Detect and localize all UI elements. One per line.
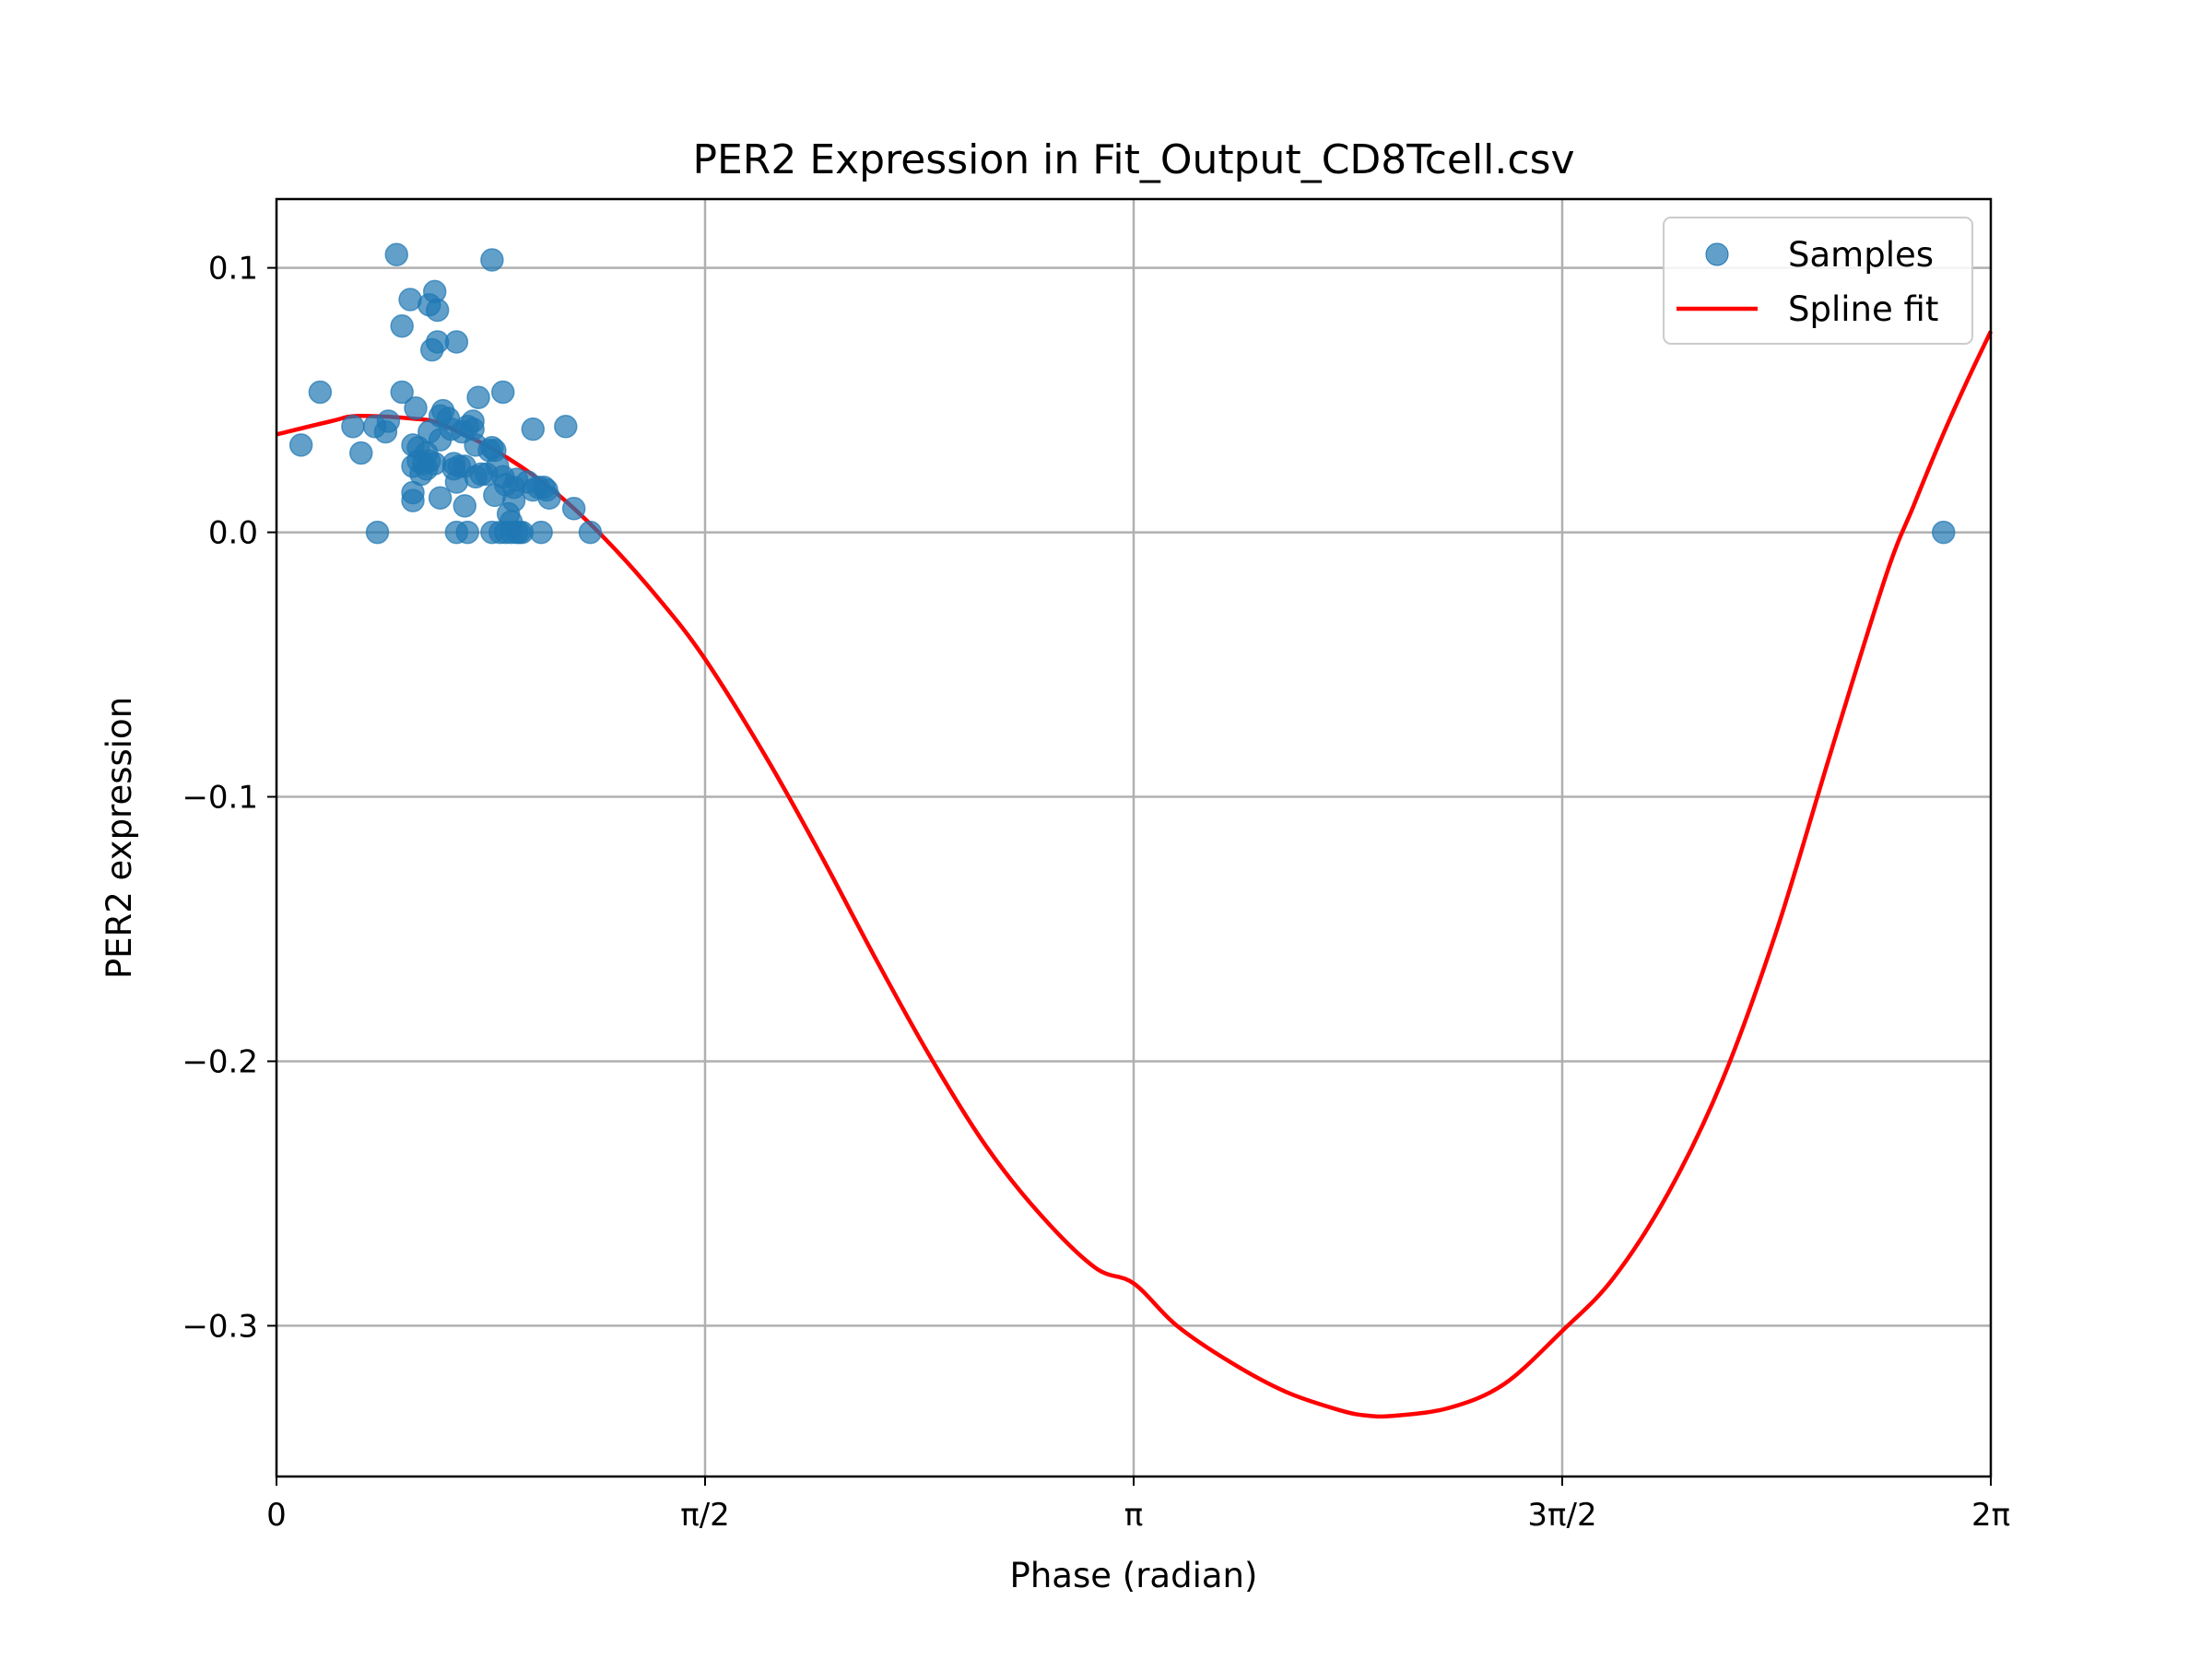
sample-point bbox=[350, 441, 372, 464]
sample-point bbox=[429, 487, 452, 509]
x-tick-label: 2π bbox=[1971, 1497, 2010, 1534]
sample-point bbox=[402, 489, 424, 512]
sample-point bbox=[367, 522, 389, 544]
x-axis-label: Phase (radian) bbox=[1010, 1556, 1258, 1595]
y-tick-label: −0.3 bbox=[182, 1308, 258, 1345]
x-tick-label: 3π/2 bbox=[1527, 1497, 1596, 1534]
y-axis-label: PER2 expression bbox=[100, 697, 139, 979]
sample-point bbox=[427, 300, 449, 322]
y-tick-label: 0.0 bbox=[208, 515, 258, 552]
legend-spline-label: Spline fit bbox=[1788, 289, 1938, 329]
sample-point bbox=[467, 386, 489, 408]
x-tick-label: π/2 bbox=[680, 1497, 730, 1534]
sample-point bbox=[385, 243, 407, 265]
chart-title: PER2 Expression in Fit_Output_CD8Tcell.c… bbox=[692, 136, 1574, 183]
sample-point bbox=[481, 249, 503, 271]
sample-point bbox=[391, 315, 413, 337]
sample-point bbox=[538, 487, 560, 509]
legend: Samples Spline fit bbox=[1664, 218, 1972, 344]
sample-point bbox=[309, 381, 331, 403]
sample-point bbox=[445, 331, 467, 353]
sample-point bbox=[290, 434, 312, 456]
legend-samples-label: Samples bbox=[1788, 235, 1934, 275]
sample-point bbox=[456, 522, 478, 544]
y-tick-label: −0.1 bbox=[182, 780, 258, 817]
sample-point bbox=[522, 418, 544, 441]
sample-point bbox=[405, 397, 427, 419]
y-tick-label: 0.1 bbox=[208, 251, 258, 288]
sample-point bbox=[563, 498, 585, 520]
sample-point bbox=[342, 416, 364, 438]
sample-point bbox=[555, 416, 577, 438]
sample-point bbox=[492, 381, 514, 403]
sample-point bbox=[579, 522, 601, 544]
sample-point bbox=[1933, 522, 1955, 544]
sample-point bbox=[453, 495, 476, 517]
y-tick-label: −0.2 bbox=[182, 1043, 258, 1080]
x-tick-label: 0 bbox=[266, 1497, 287, 1534]
legend-samples-marker bbox=[1706, 243, 1728, 265]
x-tick-label: π bbox=[1124, 1497, 1143, 1534]
sample-point bbox=[377, 410, 399, 432]
sample-point bbox=[530, 522, 552, 544]
